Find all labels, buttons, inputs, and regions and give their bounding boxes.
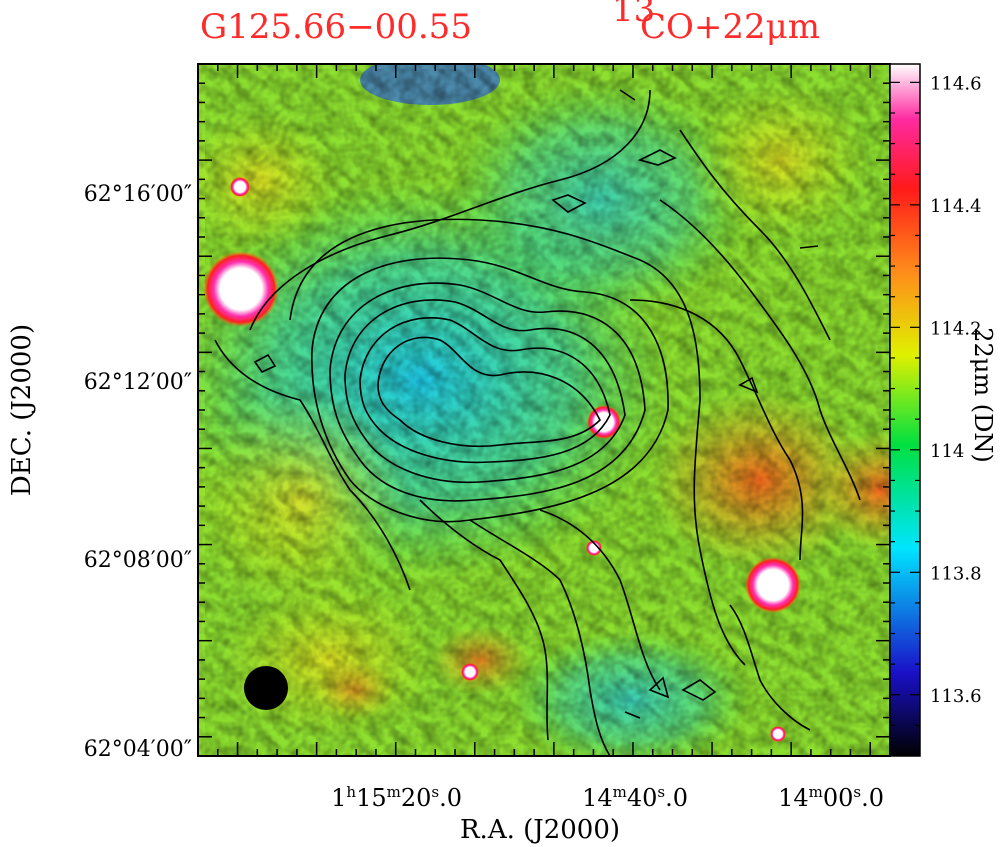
x-tick-label: 14m40s.0: [582, 783, 688, 812]
y-tick-label: 62°12′00″: [84, 370, 192, 395]
beam-marker: [244, 666, 288, 710]
colorbar-tick-label: 113.6: [930, 686, 982, 707]
x-tick-label: 14m00s.0: [778, 783, 884, 812]
colorbar-tick-label: 114.4: [930, 196, 982, 217]
source-name: G125.66−00.55: [200, 7, 472, 47]
y-tick-label: 62°04′00″: [84, 737, 192, 762]
frame-ticks: [197, 63, 891, 757]
x-tick-label: 1h15m20s.0: [331, 783, 462, 812]
heatmap-image: [198, 64, 890, 756]
colorbar-tick-label: 114.2: [930, 318, 982, 339]
colorbar: [889, 63, 921, 757]
colorbar-label: 22μm (DN): [969, 327, 997, 463]
tracer-label: CO+22μm: [640, 7, 820, 47]
colorbar-ticks: 113.6 113.8 114 114.2 114.4 114.6: [890, 73, 982, 726]
x-axis-label: R.A. (J2000): [460, 815, 620, 845]
co-contours: [214, 89, 861, 756]
y-tick-label: 62°08′00″: [84, 548, 192, 573]
colorbar-tick-label: 114.6: [930, 73, 982, 94]
y-tick-label: 62°16′00″: [84, 182, 192, 207]
x-tick-labels: 1h15m20s.0 14m40s.0 14m00s.0: [331, 783, 884, 812]
colorbar-tick-label: 114: [930, 441, 964, 462]
tracer-superscript: 13: [612, 0, 655, 30]
y-axis-label: DEC. (J2000): [7, 324, 37, 496]
y-tick-labels: 62°04′00″ 62°08′00″ 62°12′00″ 62°16′00″: [84, 182, 192, 762]
colorbar-tick-label: 113.8: [930, 563, 982, 584]
